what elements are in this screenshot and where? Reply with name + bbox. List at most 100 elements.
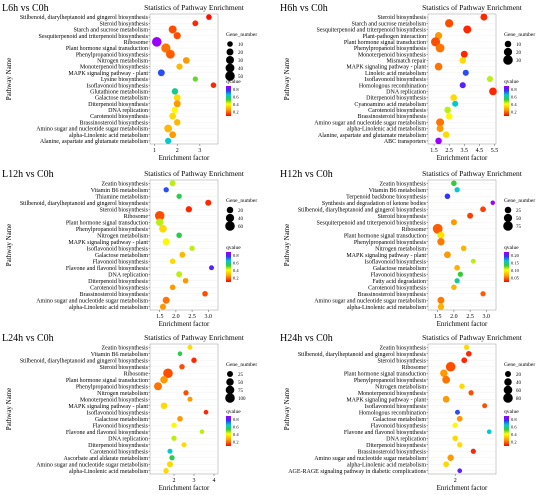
y-tick-label: Carotenoid biosynthesis	[90, 114, 148, 120]
y-tick-label: Starch and sucrose metabolism	[74, 28, 149, 34]
y-tick-label: Amino sugar and nucleotide sugar metabol…	[36, 298, 148, 304]
color-legend-title: qvalue	[226, 245, 241, 251]
y-tick-label: Brassinosteroid biosynthesis	[358, 292, 427, 298]
y-tick-label: Diterpenoid biosynthesis	[88, 443, 148, 449]
data-point	[450, 219, 457, 226]
data-point	[179, 251, 186, 258]
data-point	[452, 435, 459, 442]
y-tick-label: Plant-pathogen interaction	[363, 34, 426, 40]
y-tick-label: alpha-Linolenic acid metabolism	[347, 305, 426, 311]
color-legend-label: 0.2	[233, 110, 239, 115]
x-tick-label: 1	[153, 148, 156, 154]
x-tick-label: 5.5	[491, 148, 499, 154]
data-point	[490, 200, 495, 205]
panel-label: L6h vs C0h	[2, 3, 49, 14]
data-point	[187, 344, 193, 350]
data-point	[443, 461, 450, 468]
data-point	[442, 395, 450, 403]
size-legend-dot	[225, 63, 235, 73]
y-tick-label: Linoleic acid metabolism	[365, 71, 426, 77]
y-tick-label: Isoflavonoid biosynthesis	[87, 245, 149, 252]
y-tick-label: DNA replication	[108, 108, 148, 114]
data-point	[162, 238, 170, 246]
data-point	[166, 461, 174, 468]
size-legend-label: 50	[238, 381, 244, 386]
data-point	[171, 106, 179, 114]
y-tick-label: Mismatch repair	[387, 59, 427, 65]
x-axis-label: Enrichment factor	[159, 484, 210, 492]
data-point	[209, 265, 215, 271]
size-legend-dot	[225, 393, 235, 403]
y-tick-label: Zeatin biosynthesis	[380, 345, 427, 351]
data-point	[185, 206, 193, 213]
data-point	[160, 402, 168, 410]
y-tick-label: Plant hormone signal transduction	[344, 40, 426, 46]
y-tick-label: Stilbenoid, diarylheptanoid and gingerol…	[298, 207, 427, 213]
color-legend-label: 0.6	[233, 261, 239, 266]
data-point	[454, 409, 460, 415]
data-point	[164, 124, 173, 133]
size-legend-label: 40	[516, 381, 522, 386]
y-tick-label: Amino sugar and nucleotide sugar metabol…	[36, 127, 148, 133]
y-tick-label: Ribosome	[124, 371, 149, 377]
data-point	[169, 112, 177, 120]
data-point	[459, 57, 467, 64]
y-tick-label: DNA replication	[108, 436, 148, 442]
chart-title: Statistics of Pathway Enrichment	[144, 333, 245, 342]
y-tick-label: Amino sugar and nucleotide sugar metabol…	[314, 120, 426, 126]
y-tick-label: Brassinosteroid biosynthesis	[358, 114, 427, 120]
y-tick-label: Carotenoid biosynthesis	[368, 108, 426, 114]
x-tick-label: 1.5	[430, 148, 438, 154]
size-legend-dot	[503, 55, 513, 65]
y-tick-label: Diterpenoid biosynthesis	[366, 96, 426, 102]
color-legend-label: 0.6	[511, 425, 517, 430]
data-point	[437, 231, 445, 239]
data-point	[171, 435, 177, 441]
chart-panel: L12h vs C0h Statistics of Pathway Enrichm…	[2, 169, 257, 328]
size-legend-dot	[226, 56, 234, 64]
data-point	[191, 357, 197, 363]
data-point	[159, 224, 167, 233]
y-tick-label: Synthesis and degradation of ketone bodi…	[322, 200, 427, 207]
data-point	[454, 187, 460, 193]
data-point	[470, 258, 476, 264]
data-point	[187, 396, 193, 402]
y-tick-label: Nitrogen metabolism	[375, 246, 426, 252]
panel-label: L24h vs C0h	[2, 333, 54, 344]
x-axis-label: Enrichment factor	[159, 154, 210, 162]
data-point	[165, 49, 175, 59]
data-point	[155, 218, 164, 226]
panel-label: H12h vs C0h	[280, 169, 333, 180]
color-legend-label: 0.20	[511, 253, 520, 258]
data-point	[169, 258, 176, 265]
y-tick-label: Alanine, aspartate and glutamate metabol…	[318, 133, 426, 139]
x-tick-label: 2.5	[188, 314, 196, 320]
x-axis-label: Enrichment factor	[159, 320, 210, 328]
color-legend-label: 0.8	[233, 87, 239, 92]
chart-panel: H24h vs C0h Statistics of Pathway Enrichm…	[280, 333, 535, 492]
y-tick-label: Flavone and flavonol biosynthesis	[66, 265, 149, 272]
data-point	[169, 180, 176, 187]
data-point	[432, 223, 443, 234]
data-point	[176, 271, 183, 278]
x-tick-label: 3.0	[205, 314, 213, 320]
y-tick-label: Steroid biosynthesis	[377, 15, 426, 21]
plot-area	[427, 343, 497, 475]
y-tick-label: Monoterpenoid biosynthesis	[80, 65, 149, 71]
y-tick-label: MAPK signaling pathway - plant	[346, 65, 426, 71]
data-point	[436, 125, 444, 133]
y-tick-label: Amino sugar and nucleotide sugar metabol…	[36, 462, 148, 468]
y-tick-label: Stilbenoid, diarylheptanoid and gingerol…	[20, 15, 149, 21]
data-point	[444, 193, 451, 200]
chart-panel: H6h vs C0h Statistics of Pathway Enrichme…	[280, 3, 535, 162]
color-legend-bar	[226, 86, 231, 116]
data-point	[176, 232, 182, 239]
x-tick-label: 2.5	[445, 148, 453, 154]
size-legend-dot	[227, 371, 233, 377]
chart-panel: L6h vs C0h Statistics of Pathway Enrichme…	[2, 3, 257, 162]
color-legend-label: 0.8	[233, 253, 239, 258]
y-tick-label: Plant hormone signal transduction	[66, 220, 148, 226]
data-point	[163, 187, 169, 193]
data-point	[199, 429, 205, 435]
